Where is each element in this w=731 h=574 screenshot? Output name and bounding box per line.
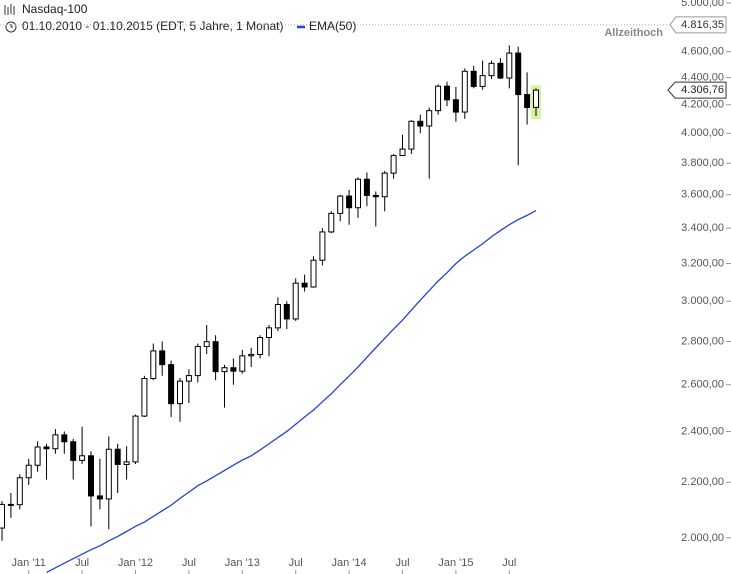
candle-body [168,364,175,405]
candle-body [399,148,406,157]
last-value-label: 4.306,76 [681,84,724,96]
y-tick-label: 2.800,00 [681,335,724,347]
x-tick-label: Jan '12 [118,557,153,569]
candle-body [488,62,495,77]
candle-body [7,503,14,506]
y-tick-label: 4.000,00 [681,127,724,139]
y-tick-label: 4.600,00 [681,46,724,58]
candle-body [177,380,183,405]
y-tick-label: 3.000,00 [681,295,724,307]
candle-body [355,178,361,209]
candle-body [381,172,388,198]
candle-body [408,120,415,150]
x-tick-label: Jul [289,557,303,569]
header-icons [4,4,17,33]
candle-body [52,434,59,450]
ema-line [46,209,537,574]
x-tick-label: Jan '13 [225,557,260,569]
candle-body [25,464,32,479]
candle-body [239,355,246,372]
candle-body [426,110,433,127]
candle-body [141,377,148,417]
y-tick-label: 3.400,00 [681,222,724,234]
x-tick-label: Jan '14 [332,557,367,569]
candle-body [515,52,522,96]
candle-body [337,195,344,214]
candle-body [435,85,442,112]
x-tick-label: Jan '11 [12,557,46,569]
candle-body [417,120,424,127]
candle-body [533,89,539,108]
candle-body [328,212,335,233]
x-tick-label: Jul [75,557,89,569]
candle-body [346,195,353,209]
candle-body [266,327,272,339]
candle-body [34,446,41,466]
candle-body [248,354,255,357]
chart-title: Nasdaq-100 [22,2,88,16]
chart-subtitle: 01.10.2010 - 01.10.2015 (EDT, 5 Jahre, 1… [22,19,284,33]
y-tick-label: 3.600,00 [681,189,724,201]
x-tick-label: Jul [395,557,409,569]
candle-body [105,448,112,500]
candle-body [16,477,23,506]
candle-body [319,231,326,261]
candle-body [70,441,77,461]
candle-body [283,304,290,320]
candle-body [506,52,513,79]
candle-body [301,282,308,288]
candle-body [96,495,103,500]
y-tick-label: 2.600,00 [681,379,724,391]
y-tick-label: 2.400,00 [681,425,724,437]
y-tick-label: 3.200,00 [681,257,724,269]
candle-body [61,434,68,443]
candle-body [203,341,210,347]
x-tick-label: Jul [182,557,196,569]
candle-body [79,455,86,461]
candle-body [390,155,397,174]
candle-body [274,304,281,329]
y-tick-label: 4.400,00 [681,72,724,84]
ath-marker [669,16,727,34]
candle-body [150,350,157,379]
x-tick-label: Jan '15 [438,557,473,569]
legend-label: EMA(50) [309,19,356,33]
candle-body [114,448,121,465]
candle-body [363,178,370,196]
candle-body [372,194,379,198]
candle-body [292,282,299,320]
x-tick-label: Jul [502,557,516,569]
y-tick-label: 3.800,00 [681,157,724,169]
candle-body [497,62,504,79]
y-tick-label: 2.200,00 [681,476,724,488]
candle-body [444,85,450,101]
candle-body [88,455,94,497]
candle-body [212,341,219,373]
y-tick-label: 5.000,00 [681,0,724,9]
candle-body [452,99,459,113]
candle-body [43,446,50,450]
last-marker [667,81,727,99]
candle-body [310,259,317,288]
candle-body [470,70,477,87]
ath-value-label: 4.816,35 [681,19,724,31]
candle-body [524,94,531,108]
candle-body [257,337,264,356]
candle-body [0,503,5,529]
candle-body [221,367,228,373]
candle-body [230,367,237,372]
ath-label: Allzeithoch [604,27,663,39]
candle-body [123,461,130,465]
candle-body [461,70,468,113]
candle-body [132,415,139,463]
candle-body [194,345,201,377]
candle-body [159,350,166,366]
candle-body [185,375,192,382]
y-tick-label: 2.000,00 [681,532,724,544]
y-tick-label: 4.200,00 [681,99,724,111]
candle-body [479,75,486,87]
